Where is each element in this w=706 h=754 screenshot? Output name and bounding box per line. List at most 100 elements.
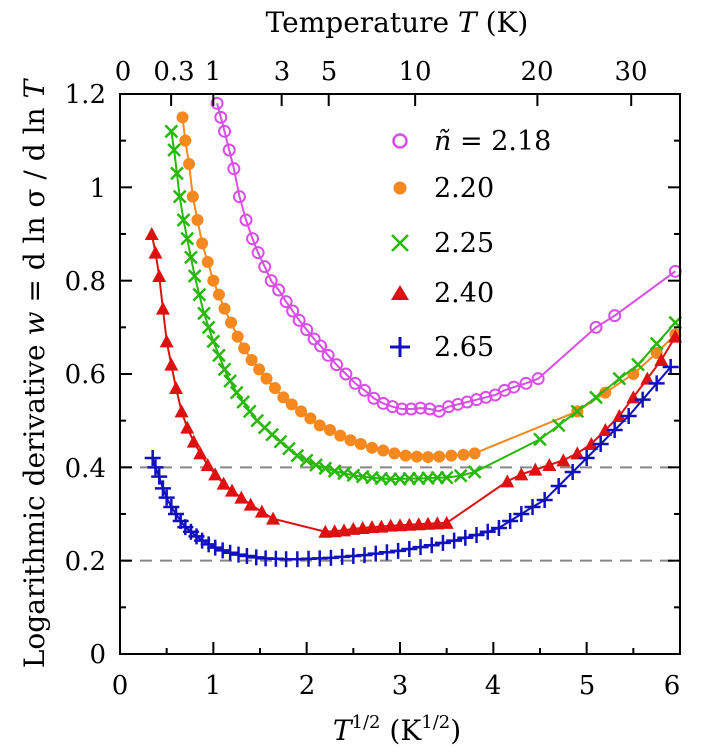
legend-label: 2.65 — [434, 332, 494, 363]
data-point — [212, 288, 225, 301]
data-point — [401, 541, 418, 557]
data-point — [460, 395, 474, 409]
data-point — [272, 283, 286, 297]
legend-label: 2.25 — [434, 228, 494, 259]
data-point — [246, 232, 260, 246]
data-point — [395, 402, 409, 416]
data-point — [490, 520, 507, 536]
data-point — [612, 371, 627, 386]
data-point — [524, 499, 541, 515]
data-point — [388, 447, 401, 460]
data-point — [292, 313, 306, 327]
data-point — [183, 158, 196, 170]
data-point — [430, 516, 445, 530]
data-point — [507, 380, 521, 394]
y-axis-title: Logarithmic derivative w = d ln σ / d ln… — [18, 78, 51, 669]
top-tick-label: 10 — [398, 57, 431, 87]
data-point — [649, 336, 664, 351]
data-point — [207, 274, 220, 287]
top-tick-label: 0.3 — [153, 57, 194, 87]
legend-entry: 2.20 — [393, 173, 494, 204]
data-point — [550, 478, 567, 494]
data-point — [348, 376, 362, 390]
data-point — [423, 402, 437, 416]
data-point — [200, 458, 215, 471]
data-point — [290, 448, 305, 463]
data-point — [207, 539, 224, 556]
x-axis-title: T1/2 (K1/2) — [333, 712, 461, 747]
data-point — [344, 434, 357, 447]
data-point — [542, 458, 557, 471]
data-point — [210, 96, 224, 110]
data-point — [231, 330, 244, 343]
data-point — [668, 329, 683, 343]
data-point — [254, 504, 269, 518]
legend-entry: 2.25 — [391, 228, 494, 259]
legend-label: ñ = 2.18 — [434, 126, 551, 157]
data-point — [533, 432, 547, 447]
data-point — [421, 516, 435, 530]
data-point — [186, 190, 199, 203]
data-point — [412, 539, 429, 556]
data-point — [457, 529, 474, 546]
data-point — [285, 398, 298, 411]
plot-frame — [119, 93, 681, 655]
data-point — [467, 465, 482, 479]
data-point — [528, 462, 543, 476]
data-point — [414, 401, 428, 415]
data-point — [277, 391, 290, 404]
data-point — [589, 320, 603, 334]
data-point — [251, 246, 265, 260]
data-point — [439, 515, 454, 529]
y-tick-label: 0.2 — [65, 547, 106, 577]
data-point — [253, 363, 266, 376]
data-point — [334, 429, 347, 442]
data-point — [217, 362, 232, 377]
legend-label: 2.20 — [434, 173, 494, 204]
data-point — [404, 402, 418, 416]
data-point — [423, 537, 440, 554]
data-point — [654, 353, 669, 366]
data-point — [470, 393, 484, 407]
legend-entry: 2.65 — [390, 332, 494, 363]
data-point — [324, 424, 336, 436]
data-point — [214, 110, 228, 124]
data-point — [164, 357, 179, 371]
y-tick-label: 1 — [89, 174, 106, 204]
data-point — [514, 467, 529, 481]
data-point — [169, 381, 183, 394]
x-tick-label: 5 — [579, 671, 596, 701]
data-point — [445, 449, 458, 462]
data-point — [152, 269, 167, 282]
data-point — [196, 237, 209, 250]
data-point — [239, 213, 253, 227]
top-tick-label: 30 — [614, 57, 647, 87]
data-point — [513, 506, 530, 522]
y-tick-label: 0 — [89, 640, 106, 670]
data-point — [230, 546, 247, 563]
x-tick-label: 0 — [112, 671, 129, 701]
data-point — [266, 511, 281, 525]
data-point — [390, 542, 407, 559]
data-point — [227, 162, 241, 176]
data-point — [264, 274, 278, 288]
data-point — [330, 358, 344, 372]
legend: ñ = 2.18 2.20 2.25 2.40 2.65 — [390, 126, 551, 363]
data-point — [164, 124, 179, 139]
series-line — [150, 233, 677, 533]
data-point — [457, 448, 470, 461]
data-point — [225, 316, 238, 329]
data-point — [307, 332, 321, 346]
data-point — [451, 397, 465, 411]
data-point — [374, 519, 389, 533]
top-tick-label: 3 — [274, 57, 291, 87]
data-point — [377, 444, 390, 457]
data-point — [242, 404, 257, 419]
data-point — [176, 111, 189, 124]
data-point — [648, 375, 665, 392]
legend-marker-filled-circle — [393, 181, 407, 195]
data-point — [578, 450, 595, 466]
data-point — [612, 409, 627, 422]
series-2.40 — [144, 227, 683, 538]
data-point — [468, 527, 485, 543]
